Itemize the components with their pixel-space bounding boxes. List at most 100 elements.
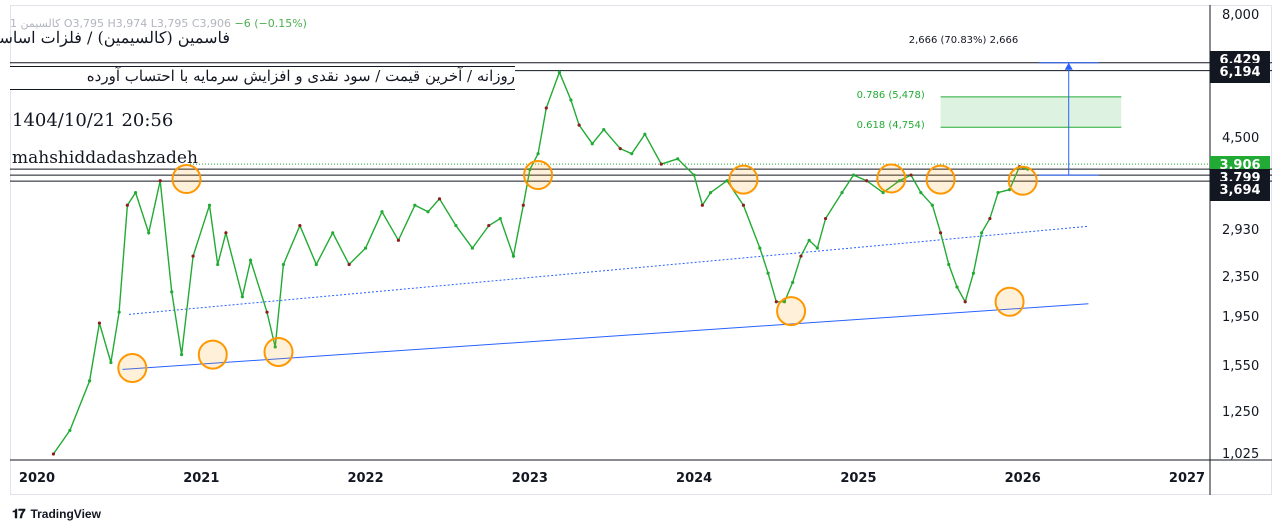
price-point <box>725 179 729 183</box>
price-point <box>851 173 856 177</box>
x-tick-label: 2021 <box>183 471 220 486</box>
price-point <box>487 223 491 228</box>
price-point <box>700 203 704 207</box>
price-point <box>265 310 269 314</box>
price-point <box>347 262 351 267</box>
price-point <box>158 179 162 183</box>
fib-level-label: 0.786 (5,478) <box>856 89 925 101</box>
price-point <box>659 162 663 166</box>
price-point <box>909 173 913 177</box>
y-tick-label: 1,550 <box>1222 358 1260 374</box>
x-tick-label: 2020 <box>18 471 56 486</box>
price-point <box>207 203 212 207</box>
y-tick-label: 1,250 <box>1222 404 1260 420</box>
price-point <box>692 173 696 177</box>
price-point <box>947 262 951 267</box>
price-point <box>396 238 401 242</box>
price-point <box>536 152 540 156</box>
price-point <box>240 295 244 299</box>
price-point <box>314 262 318 267</box>
price-point <box>676 157 680 161</box>
highlight-circle <box>171 164 202 195</box>
price-point <box>758 246 762 250</box>
highlight-circle <box>776 296 807 327</box>
fib-level-label: 0.618 (4,754) <box>856 120 925 132</box>
price-point <box>51 452 56 456</box>
price-point <box>577 123 581 127</box>
measure-label: 2,666 (70.83%) 2,666 <box>908 35 1019 46</box>
highlight-circle <box>925 164 956 195</box>
y-tick-label: 1,950 <box>1222 309 1260 325</box>
price-point <box>248 258 253 262</box>
x-tick-label: 2022 <box>347 471 384 486</box>
price-point <box>557 70 562 74</box>
measure-arrow-head <box>1064 62 1073 70</box>
highlight-circle <box>1007 165 1038 196</box>
price-point <box>454 223 458 228</box>
price-point <box>865 179 869 183</box>
support-trendline <box>122 303 1089 370</box>
highlight-circle <box>523 160 554 191</box>
price-point <box>380 210 384 214</box>
price-point <box>569 98 573 102</box>
price-point <box>281 262 286 267</box>
chart-title: فاسمین (کالسیمین) / فلزات اساسی <box>0 28 230 47</box>
highlight-circle <box>728 164 759 195</box>
price-point <box>363 246 368 250</box>
highlight-circle <box>117 353 148 384</box>
x-tick-label: 2023 <box>511 471 548 486</box>
price-point <box>528 167 532 172</box>
price-point <box>68 428 72 433</box>
y-tick-label: 1,025 <box>1222 447 1260 462</box>
price-point <box>437 197 442 201</box>
price-point <box>521 203 525 207</box>
price-point <box>97 321 102 325</box>
price-point <box>87 379 92 383</box>
price-point <box>980 231 984 235</box>
price-axis-tag: 3,694 <box>1210 181 1270 202</box>
highlight-circle <box>263 336 294 367</box>
y-tick-label: 4,500 <box>1222 130 1260 146</box>
price-point <box>643 132 647 136</box>
price-point <box>919 191 923 195</box>
y-tick-label: 2,930 <box>1222 222 1260 238</box>
price-point <box>807 238 811 242</box>
price-point <box>298 223 302 228</box>
price-point <box>930 203 934 207</box>
chart-datetime: 1404/10/21 20:56 <box>12 110 174 131</box>
price-point <box>963 300 967 304</box>
price-point <box>511 254 516 258</box>
price-point <box>815 246 819 250</box>
price-point <box>938 231 943 235</box>
price-point <box>897 179 902 183</box>
price-point <box>630 152 634 156</box>
price-point <box>799 254 803 258</box>
y-tick-label: 2,350 <box>1222 269 1260 285</box>
price-point <box>147 231 151 235</box>
price-point <box>117 310 121 314</box>
tradingview-icon: 𝟏𝟕 <box>12 506 26 521</box>
highlight-circle <box>994 286 1025 317</box>
price-point <box>125 203 129 207</box>
price-point <box>791 280 795 284</box>
ohlc-values: O3,795 H3,974 L3,795 C3,906 <box>63 17 232 30</box>
fib-zone <box>940 96 1122 128</box>
price-point <box>413 203 417 207</box>
author-name: mahshiddadashzadeh <box>12 148 198 168</box>
price-point <box>224 231 228 235</box>
price-point <box>766 271 770 275</box>
highlight-circle <box>876 163 907 194</box>
price-point <box>426 210 430 214</box>
price-change: −6 (−0.15%) <box>234 17 307 30</box>
price-point <box>191 254 195 258</box>
price-point <box>590 142 594 146</box>
price-point <box>331 231 335 235</box>
price-point <box>708 191 713 195</box>
price-point <box>273 345 277 349</box>
price-point <box>133 191 138 195</box>
price-axis-tag: 6,194 <box>1210 62 1270 83</box>
dotted-trendline <box>128 225 1089 315</box>
price-point <box>782 300 787 304</box>
tradingview-logo[interactable]: 𝟏𝟕 TradingView <box>12 506 101 522</box>
